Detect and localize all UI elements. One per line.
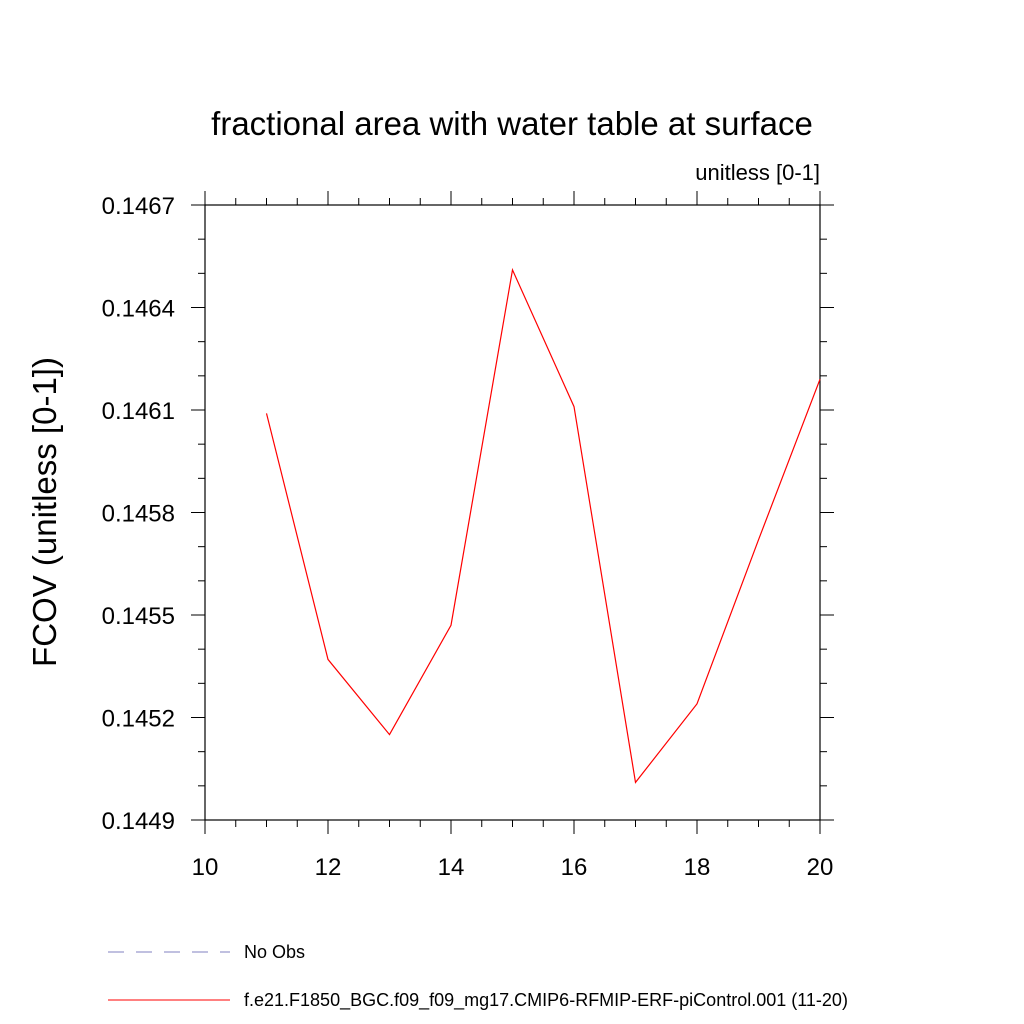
legend-label: No Obs <box>244 942 305 962</box>
y-tick-label: 0.1449 <box>102 808 175 835</box>
y-tick-label: 0.1467 <box>102 193 175 220</box>
legend-label: f.e21.F1850_BGC.f09_f09_mg17.CMIP6-RFMIP… <box>244 990 848 1011</box>
plot-frame <box>204 204 821 821</box>
y-tick-label: 0.1455 <box>102 603 175 630</box>
series-line <box>265 267 821 784</box>
x-tick-label: 12 <box>315 854 342 881</box>
y-tick-label: 0.1464 <box>102 296 175 323</box>
axes: 10 12 14 16 18 20 0.1449 0.1452 0.1455 0.1458 0.14… <box>102 191 834 881</box>
x-tick-label: 18 <box>684 854 711 881</box>
legend: No Obs f.e21.F1850_BGC.f09_f09_mg17.CMIP6… <box>108 942 848 1011</box>
series-group <box>265 267 821 784</box>
y-tick-label: 0.1452 <box>102 706 175 733</box>
chart-subtitle: unitless [0-1] <box>695 160 820 185</box>
x-tick-label: 20 <box>807 854 834 881</box>
x-tick-label: 16 <box>561 854 588 881</box>
x-tick-label: 10 <box>192 854 219 881</box>
chart-title: fractional area with water table at surf… <box>211 105 813 142</box>
y-axis-label: FCOV (unitless [0-1]) <box>26 357 63 667</box>
y-tick-label: 0.1461 <box>102 398 175 425</box>
x-tick-label: 14 <box>438 854 465 881</box>
y-tick-label: 0.1458 <box>102 501 175 528</box>
